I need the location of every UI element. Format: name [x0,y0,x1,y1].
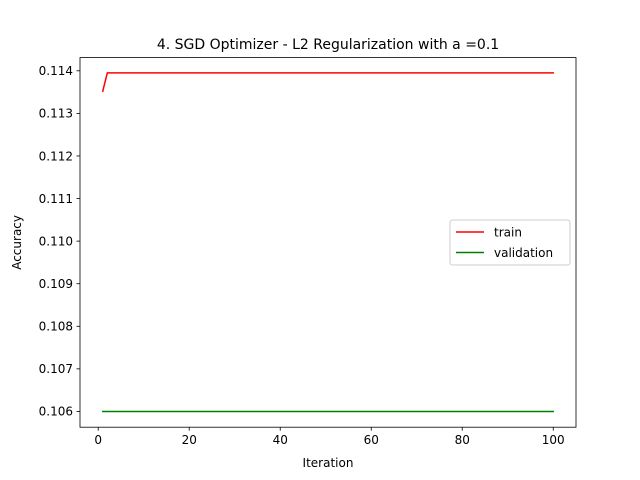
x-tick-label: 0 [94,433,102,447]
y-tick-label: 0.107 [39,362,73,376]
y-tick-label: 0.106 [39,405,73,419]
x-tick-label: 80 [455,433,470,447]
legend-label-validation: validation [494,246,553,260]
chart-title: 4. SGD Optimizer - L2 Regularization wit… [157,37,499,53]
y-tick-label: 0.110 [39,234,73,248]
y-tick-label: 0.114 [39,64,73,78]
series-line-train [101,72,554,93]
y-axis-label: Accuracy [10,215,24,270]
series-layer [101,72,554,413]
plot-frame [79,57,577,428]
y-axis-ticks: 0.106 0.107 0.108 0.109 0.110 0.111 0.112 0.113… [39,64,80,419]
x-axis-label: Iteration [303,456,354,470]
x-tick-label: 100 [542,433,565,447]
x-tick-label: 40 [273,433,288,447]
y-tick-label: 0.109 [39,277,73,291]
y-tick-label: 0.108 [39,320,73,334]
legend: train validation [449,219,571,266]
y-tick-label: 0.112 [39,149,73,163]
y-tick-label: 0.113 [39,107,73,121]
x-tick-label: 60 [364,433,379,447]
x-axis-ticks: 0 20 40 60 80 100 [94,427,565,447]
y-tick-label: 0.111 [39,192,73,206]
x-tick-label: 20 [182,433,197,447]
legend-label-train: train [494,225,522,239]
